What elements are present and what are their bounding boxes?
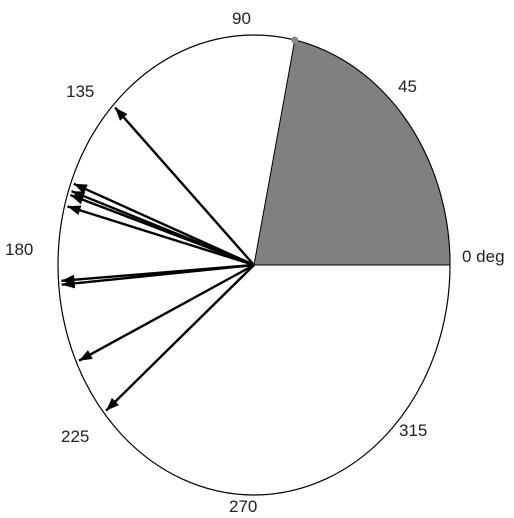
arrow-head <box>73 183 88 194</box>
arrow-head <box>106 397 119 411</box>
arrow-head <box>61 278 76 289</box>
sector-wedge <box>253 39 451 266</box>
label-45: 45 <box>398 77 417 96</box>
arrow-shaft <box>67 205 255 267</box>
arrow-group <box>61 106 255 412</box>
arrow-head <box>115 107 128 121</box>
arrow-shaft <box>69 193 255 267</box>
arrow-head <box>70 195 85 205</box>
sector-end-marker <box>291 36 299 44</box>
arrow-head <box>67 205 82 215</box>
arrow-shaft <box>61 263 255 286</box>
arrow-shaft <box>105 264 255 412</box>
label-270: 270 <box>229 497 257 516</box>
label-225: 225 <box>61 427 89 446</box>
label-0-deg: 0 deg <box>462 247 505 266</box>
arrow-shaft <box>73 182 255 267</box>
arrow-head <box>79 350 93 361</box>
label-180: 180 <box>5 240 33 259</box>
label-315: 315 <box>399 421 427 440</box>
arrow-shaft <box>114 106 255 266</box>
arrow-shaft <box>78 263 255 362</box>
label-135: 135 <box>66 82 94 101</box>
label-90: 90 <box>232 9 251 28</box>
